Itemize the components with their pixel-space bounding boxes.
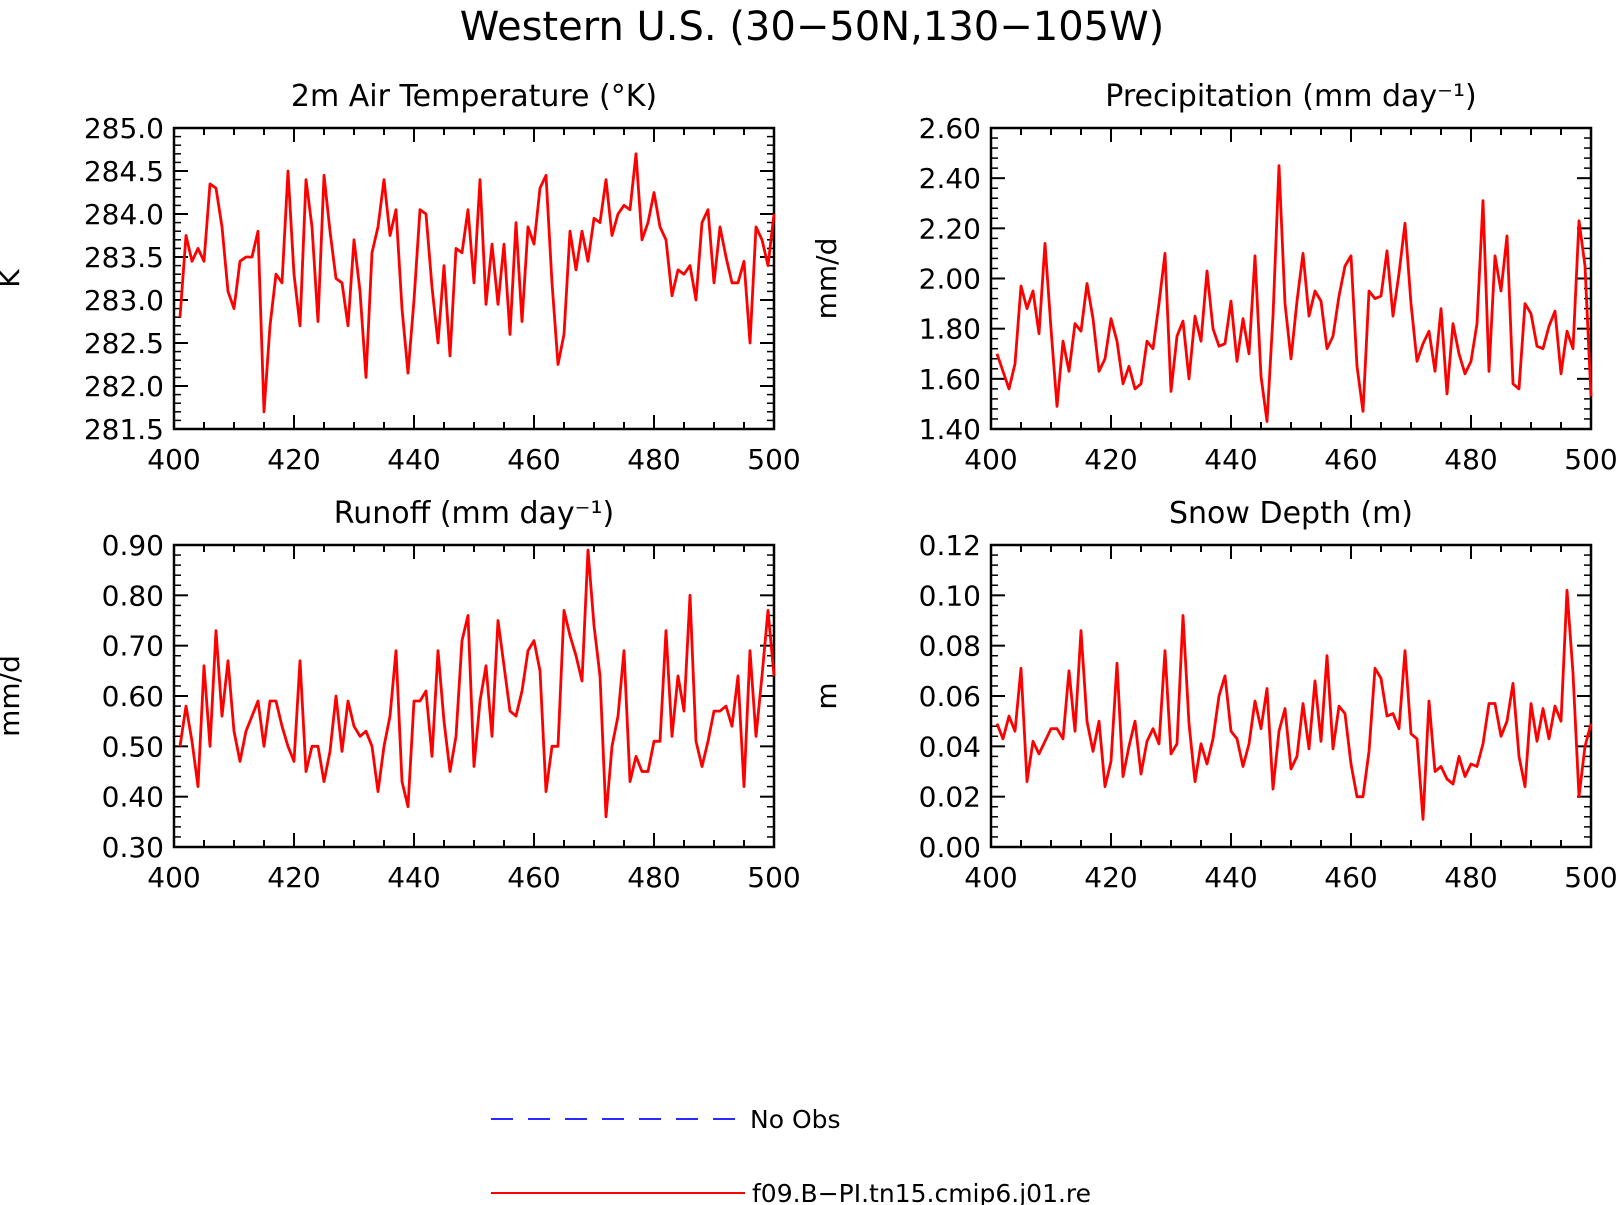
x-tick-label: 460 [507,861,560,894]
x-tick-label: 400 [147,443,200,476]
y-tick-label: 1.60 [919,363,981,396]
y-tick-label: 2.40 [919,162,981,195]
panel-runoff: Runoff (mm day⁻¹) mm/d 400 420 440 460 480 500 0… [0,496,801,894]
panel-snow-depth: Snow Depth (m) m 400 420 440 460 480 500 0.00 0.0… [810,496,1618,894]
y-tick-label: 0.00 [919,831,981,864]
legend: No Obs f09.B−PI.tn15.cmip6.j01.re [491,1105,1091,1205]
y-tick-label: 284.0 [84,198,164,231]
x-tick-label: 400 [964,443,1017,476]
x-tick-label: 480 [1444,443,1497,476]
x-tick-label: 500 [1564,443,1617,476]
plot-frame [989,543,1593,849]
series-line [178,548,776,819]
panel-air-temperature: 2m Air Temperature (°K) K 400 420 440 460 480 5… [0,79,801,476]
x-tick-label: 480 [627,443,680,476]
y-axis-label: m [810,682,843,709]
x-tick-label: 460 [507,443,560,476]
x-tick-label: 420 [267,861,320,894]
x-tick-label: 500 [747,443,800,476]
y-tick-label: 282.5 [84,327,164,360]
y-tick-label: 0.04 [919,730,981,763]
y-axis-label: mm/d [810,238,843,320]
y-tick-label: 0.90 [102,529,164,562]
x-tick-label: 420 [1084,861,1137,894]
y-tick-label: 0.30 [102,831,164,864]
x-tick-label: 460 [1324,443,1377,476]
x-tick-label: 460 [1324,861,1377,894]
series-line [178,152,776,414]
y-tick-label: 0.08 [919,630,981,663]
panel-precipitation: Precipitation (mm day⁻¹) mm/d 400 420 440 460… [810,79,1618,476]
x-tick-label: 480 [627,861,680,894]
x-tick-label: 400 [964,861,1017,894]
series-line [995,588,1593,821]
x-tick-label: 440 [1204,443,1257,476]
y-tick-label: 0.40 [102,781,164,814]
figure-title: Western U.S. (30−50N,130−105W) [460,4,1165,50]
y-tick-label: 283.5 [84,241,164,274]
panel-title: Snow Depth (m) [1169,496,1413,531]
y-tick-label: 282.0 [84,370,164,403]
y-tick-label: 1.80 [919,313,981,346]
legend-label-no-obs: No Obs [750,1105,841,1134]
y-tick-label: 0.60 [102,680,164,713]
x-tick-label: 420 [267,443,320,476]
series-line [995,164,1593,423]
x-tick-label: 400 [147,861,200,894]
x-tick-label: 500 [1564,861,1617,894]
legend-label-model: f09.B−PI.tn15.cmip6.j01.re [752,1179,1091,1205]
y-tick-label: 2.60 [919,112,981,145]
panel-title: 2m Air Temperature (°K) [291,79,657,114]
x-tick-label: 500 [747,861,800,894]
x-tick-label: 440 [387,861,440,894]
y-tick-label: 2.20 [919,212,981,245]
y-tick-label: 0.70 [102,630,164,663]
y-tick-label: 0.10 [919,579,981,612]
x-tick-label: 440 [1204,861,1257,894]
y-axis-label: mm/d [0,655,26,737]
y-tick-label: 283.0 [84,284,164,317]
panel-title: Runoff (mm day⁻¹) [334,496,615,531]
y-tick-label: 0.12 [919,529,981,562]
y-tick-label: 2.00 [919,263,981,296]
y-axis-label: K [0,269,26,288]
x-tick-label: 440 [387,443,440,476]
y-tick-label: 1.40 [919,413,981,446]
y-tick-label: 0.02 [919,781,981,814]
y-tick-label: 284.5 [84,155,164,188]
y-tick-label: 0.50 [102,730,164,763]
y-tick-label: 285.0 [84,112,164,145]
y-tick-label: 0.80 [102,579,164,612]
y-tick-label: 0.06 [919,680,981,713]
x-tick-label: 420 [1084,443,1137,476]
y-tick-label: 281.5 [84,413,164,446]
x-tick-label: 480 [1444,861,1497,894]
panel-title: Precipitation (mm day⁻¹) [1105,79,1476,114]
